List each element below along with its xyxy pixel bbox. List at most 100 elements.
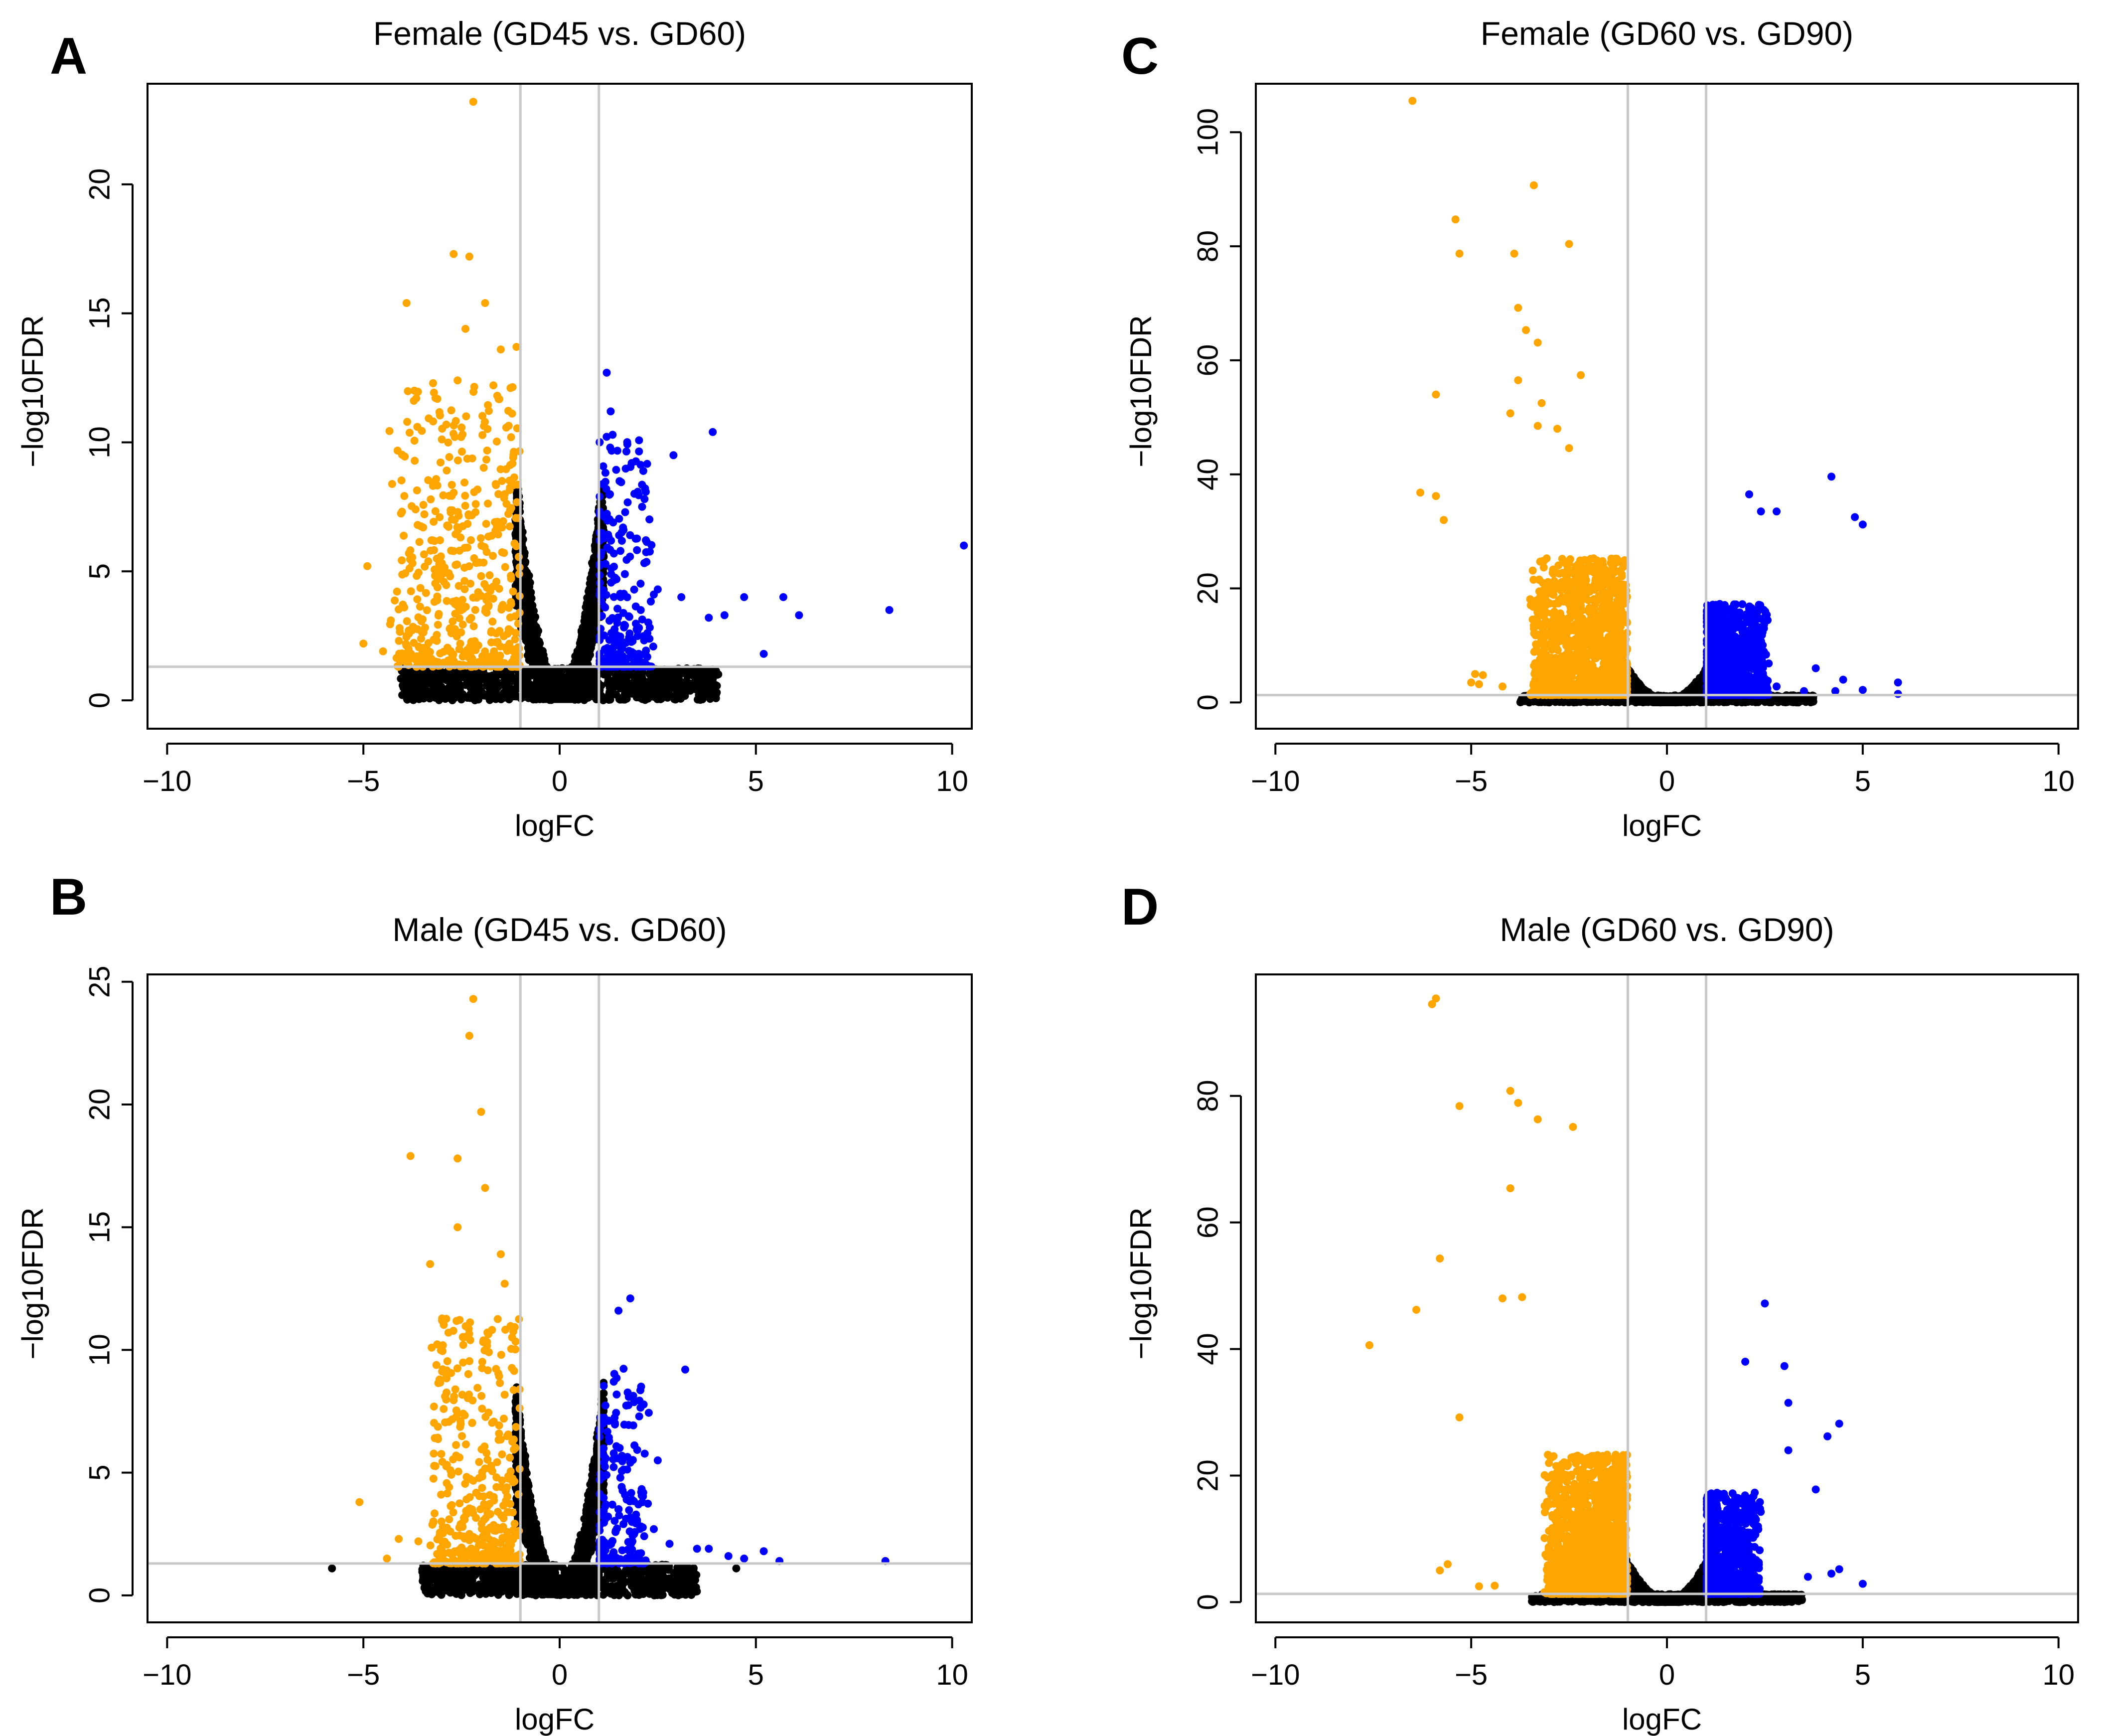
down-point (425, 414, 433, 423)
ns-point (483, 679, 491, 687)
up-point (606, 490, 614, 498)
down-point (477, 572, 485, 580)
down-point (433, 583, 442, 592)
down-outlier-point (379, 647, 387, 655)
down-point (505, 639, 514, 648)
ns-point (506, 671, 515, 679)
ns-point (575, 667, 583, 676)
up-point (618, 651, 626, 660)
down-point (430, 388, 438, 397)
down-point (403, 418, 412, 426)
up-point (619, 526, 628, 534)
down-point (499, 632, 508, 640)
ns-point (638, 673, 646, 682)
down-point (474, 588, 482, 597)
ns-point (474, 695, 482, 704)
ns-point (550, 692, 558, 700)
down-point (434, 612, 443, 620)
up-point (638, 480, 646, 489)
ns-point (527, 669, 535, 678)
down-point (433, 592, 442, 601)
down-point (431, 565, 439, 574)
up-point (642, 558, 651, 566)
down-point (440, 578, 448, 586)
ns-point (408, 694, 416, 703)
down-point (466, 653, 475, 661)
down-outlier-point (450, 250, 458, 258)
ns-point (581, 619, 590, 627)
down-outlier-point (496, 345, 505, 354)
down-point (427, 495, 435, 503)
up-point (601, 603, 608, 611)
ns-point (485, 672, 493, 680)
up-point (606, 444, 614, 452)
down-point (413, 595, 422, 604)
up-point (607, 564, 615, 573)
ns-point (401, 686, 409, 695)
down-point (445, 453, 453, 461)
y-axis-label: −log10FDR (16, 315, 49, 467)
down-point (407, 587, 415, 596)
up-point (621, 465, 630, 473)
down-point (499, 601, 507, 609)
down-point (431, 507, 440, 515)
ns-point (678, 692, 687, 701)
up-point (619, 609, 627, 617)
down-point (490, 647, 498, 655)
down-point (471, 500, 480, 508)
down-point (458, 430, 467, 439)
down-point (457, 448, 466, 456)
down-point (419, 615, 427, 624)
down-point (446, 625, 454, 633)
ns-point (494, 670, 502, 678)
down-point (413, 486, 421, 494)
x-axis-label: logFC (515, 809, 595, 842)
down-outlier-point (359, 639, 368, 648)
x-tick-label: −5 (347, 765, 380, 797)
ns-point (448, 696, 456, 704)
up-point (609, 643, 617, 651)
down-point (460, 564, 468, 572)
down-point (493, 637, 502, 646)
up-outlier-point (650, 590, 658, 599)
ns-point (564, 673, 573, 682)
down-point (460, 544, 469, 552)
down-point (443, 521, 451, 530)
plot-frame (147, 83, 973, 730)
down-point (398, 649, 406, 657)
down-point (480, 580, 489, 588)
down-point (484, 532, 493, 541)
ns-point (466, 694, 474, 702)
down-point (458, 621, 467, 629)
up-outlier-point (669, 451, 678, 460)
down-point (400, 492, 409, 500)
up-point (607, 578, 615, 587)
down-point (449, 598, 457, 606)
ns-point (458, 690, 467, 698)
down-point (440, 569, 448, 578)
down-point (469, 622, 478, 631)
up-outlier-point (720, 611, 729, 620)
down-point (509, 453, 517, 462)
down-point (398, 556, 406, 565)
down-point (415, 643, 423, 651)
down-outlier-point (453, 376, 462, 385)
up-point (612, 466, 620, 474)
down-point (424, 557, 433, 566)
down-point (485, 571, 494, 580)
down-point (447, 406, 455, 415)
down-point (506, 613, 514, 622)
up-point (608, 614, 616, 622)
down-point (408, 559, 417, 568)
ns-point (646, 678, 654, 686)
up-point (647, 597, 655, 606)
up-point (641, 649, 649, 657)
down-point (499, 517, 507, 525)
ns-point (524, 689, 533, 698)
up-outlier-point (606, 407, 615, 416)
up-point (626, 552, 634, 561)
down-point (492, 578, 501, 586)
down-point (492, 437, 501, 446)
